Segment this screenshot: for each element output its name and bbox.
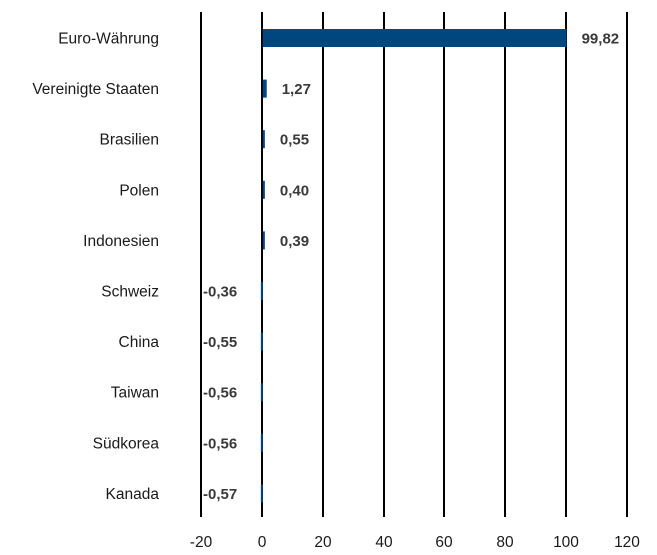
x-tick-label-0: -20 bbox=[190, 534, 213, 551]
data-label-9: -0,57 bbox=[203, 486, 237, 503]
bar-5 bbox=[260, 282, 263, 300]
data-label-8: -0,56 bbox=[203, 435, 237, 452]
bar-8 bbox=[260, 433, 263, 452]
gridlines bbox=[200, 12, 628, 517]
data-label-4: 0,39 bbox=[280, 233, 309, 250]
bar-7 bbox=[260, 383, 263, 402]
category-label-1: Vereinigte Staaten bbox=[32, 81, 159, 98]
x-tick-label-1: 0 bbox=[258, 534, 267, 551]
category-label-3: Polen bbox=[119, 182, 159, 199]
x-tick-label-6: 100 bbox=[553, 534, 579, 551]
category-label-5: Schweiz bbox=[101, 284, 159, 301]
bar-0 bbox=[262, 29, 567, 47]
data-label-6: -0,55 bbox=[203, 334, 237, 351]
bar-4 bbox=[262, 231, 265, 250]
data-label-2: 0,55 bbox=[280, 132, 309, 149]
bar-6 bbox=[260, 332, 263, 351]
bar-3 bbox=[262, 180, 265, 199]
x-tick-label-2: 20 bbox=[314, 534, 332, 551]
data-label-7: -0,56 bbox=[203, 385, 237, 402]
category-label-4: Indonesien bbox=[83, 233, 159, 250]
x-tick-label-3: 40 bbox=[375, 534, 393, 551]
data-label-5: -0,36 bbox=[203, 284, 237, 301]
x-tick-label-4: 60 bbox=[435, 534, 453, 551]
category-label-7: Taiwan bbox=[111, 385, 159, 402]
data-labels: 99,82 1,27 0,55 0,40 0,39 -0,36 -0,55 -0,56 -0,5… bbox=[203, 31, 619, 503]
category-label-0: Euro-Währung bbox=[58, 31, 159, 48]
x-axis-ticks: -20 0 20 40 60 80 100 120 bbox=[190, 534, 641, 551]
category-label-8: Südkorea bbox=[93, 435, 160, 452]
data-label-0: 99,82 bbox=[582, 31, 620, 48]
bar-2 bbox=[262, 130, 265, 149]
bars bbox=[260, 29, 567, 503]
category-label-9: Kanada bbox=[106, 486, 160, 503]
bar-1 bbox=[262, 79, 267, 98]
category-label-6: China bbox=[119, 334, 160, 351]
category-labels: Euro-Währung Vereinigte Staaten Brasilien P… bbox=[32, 31, 159, 503]
x-tick-label-5: 80 bbox=[496, 534, 514, 551]
x-tick-label-7: 120 bbox=[614, 534, 640, 551]
category-label-2: Brasilien bbox=[100, 132, 159, 149]
data-label-1: 1,27 bbox=[282, 81, 311, 98]
bar-9 bbox=[260, 484, 263, 503]
data-label-3: 0,40 bbox=[280, 182, 309, 199]
